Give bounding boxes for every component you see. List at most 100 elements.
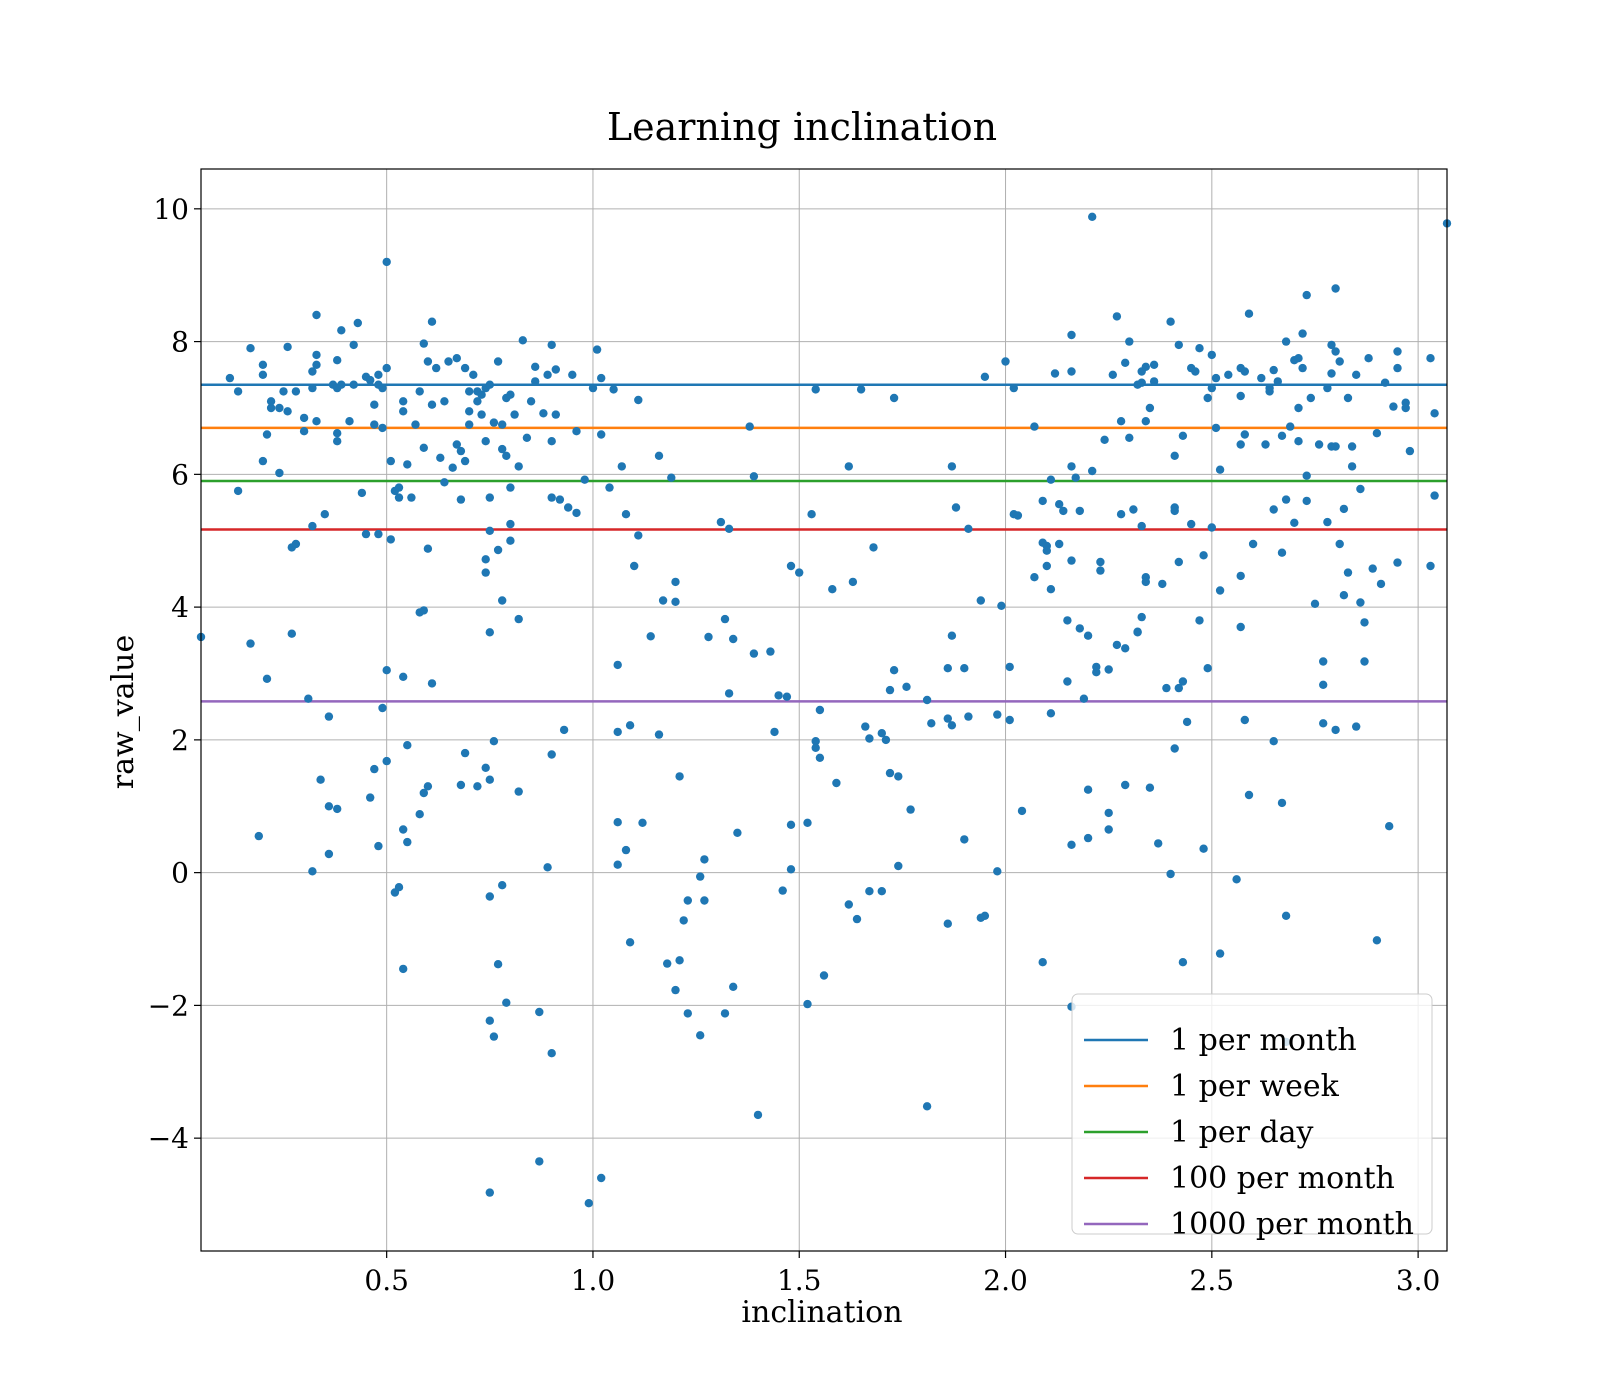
data-point xyxy=(1182,717,1192,727)
data-point xyxy=(1083,785,1093,794)
data-point xyxy=(485,1188,494,1197)
data-point xyxy=(419,606,428,615)
data-point xyxy=(415,810,424,819)
data-point xyxy=(1347,462,1357,471)
data-point xyxy=(1380,378,1390,387)
data-point xyxy=(993,867,1002,876)
data-point xyxy=(498,420,507,429)
data-point xyxy=(1121,644,1130,653)
data-point xyxy=(498,444,507,454)
data-point xyxy=(885,768,895,778)
data-point xyxy=(308,367,317,376)
data-point xyxy=(861,722,870,731)
data-point xyxy=(547,340,556,350)
data-point xyxy=(506,390,515,399)
data-point xyxy=(304,694,313,703)
data-point xyxy=(894,861,903,871)
data-point xyxy=(1050,369,1060,378)
data-point xyxy=(1277,798,1287,808)
data-point xyxy=(419,443,428,452)
data-point xyxy=(1331,725,1340,735)
data-point xyxy=(345,417,354,426)
data-point xyxy=(1343,393,1353,403)
data-point xyxy=(370,420,379,429)
data-point xyxy=(456,495,466,504)
data-point xyxy=(522,433,532,442)
data-point xyxy=(753,1110,763,1120)
data-point xyxy=(960,835,969,844)
data-point xyxy=(700,896,709,905)
legend-items: 1 per month 1 per week 1 per day 100 per mo… xyxy=(1084,1023,1414,1242)
data-point xyxy=(1314,440,1324,449)
data-point xyxy=(889,393,899,403)
data-point xyxy=(770,727,779,737)
data-point xyxy=(894,772,903,781)
data-point xyxy=(634,395,643,405)
data-point xyxy=(258,456,268,466)
x-tick-label: 2.0 xyxy=(983,1264,1028,1297)
data-point xyxy=(729,982,738,991)
data-point xyxy=(630,561,639,571)
data-point xyxy=(1248,539,1258,549)
data-point xyxy=(432,363,441,373)
data-points xyxy=(196,212,1452,1208)
data-point xyxy=(456,446,466,456)
data-point xyxy=(1166,869,1175,879)
data-point xyxy=(815,705,825,715)
data-point xyxy=(1273,377,1283,386)
data-point xyxy=(469,370,478,379)
data-point xyxy=(1389,402,1398,411)
data-point xyxy=(786,865,796,874)
data-point xyxy=(394,483,404,492)
data-point xyxy=(291,387,301,396)
data-point xyxy=(493,960,503,969)
data-point xyxy=(423,782,433,791)
data-point xyxy=(353,318,362,328)
data-point xyxy=(440,397,449,406)
data-point xyxy=(291,539,301,549)
data-point xyxy=(233,486,243,496)
data-point xyxy=(889,666,899,675)
data-point xyxy=(374,529,383,539)
data-point xyxy=(980,372,990,381)
data-point xyxy=(1269,505,1278,514)
data-point xyxy=(266,403,276,413)
data-point xyxy=(299,413,309,423)
y-tick-label: 0 xyxy=(171,857,189,890)
data-point xyxy=(724,689,734,698)
data-point xyxy=(452,440,461,449)
data-point xyxy=(411,420,420,429)
data-point xyxy=(440,478,449,487)
x-tick-label: 2.5 xyxy=(1190,1264,1235,1297)
data-point xyxy=(1137,612,1146,622)
y-tick-label: 2 xyxy=(171,724,189,757)
grid-lines xyxy=(201,169,1447,1251)
y-tick-label: 6 xyxy=(171,458,189,491)
data-point xyxy=(502,998,511,1007)
data-point xyxy=(1170,506,1179,516)
data-point xyxy=(1352,370,1361,379)
data-point xyxy=(366,793,375,802)
data-point xyxy=(1281,337,1291,346)
data-point xyxy=(828,585,837,594)
data-point xyxy=(423,357,433,366)
data-point xyxy=(1302,290,1311,300)
data-point xyxy=(572,508,581,518)
data-point xyxy=(1042,561,1052,571)
data-point xyxy=(1236,440,1245,449)
data-point xyxy=(1207,523,1217,532)
data-point xyxy=(609,385,618,394)
data-point xyxy=(675,772,684,781)
data-point xyxy=(786,820,796,829)
data-point xyxy=(613,860,622,869)
data-point xyxy=(262,430,272,439)
data-point xyxy=(407,493,416,502)
data-point xyxy=(786,561,796,571)
data-point xyxy=(1331,347,1340,356)
data-point xyxy=(452,354,461,363)
data-point xyxy=(1067,330,1076,340)
axis-ticks: 0.5 1.0 1.5 2.0 2.5 3.0 −4 −2 0 2 4 6 8 10 xyxy=(148,193,1441,1297)
data-point xyxy=(844,900,853,909)
data-point xyxy=(382,363,391,373)
data-point xyxy=(1356,598,1365,607)
